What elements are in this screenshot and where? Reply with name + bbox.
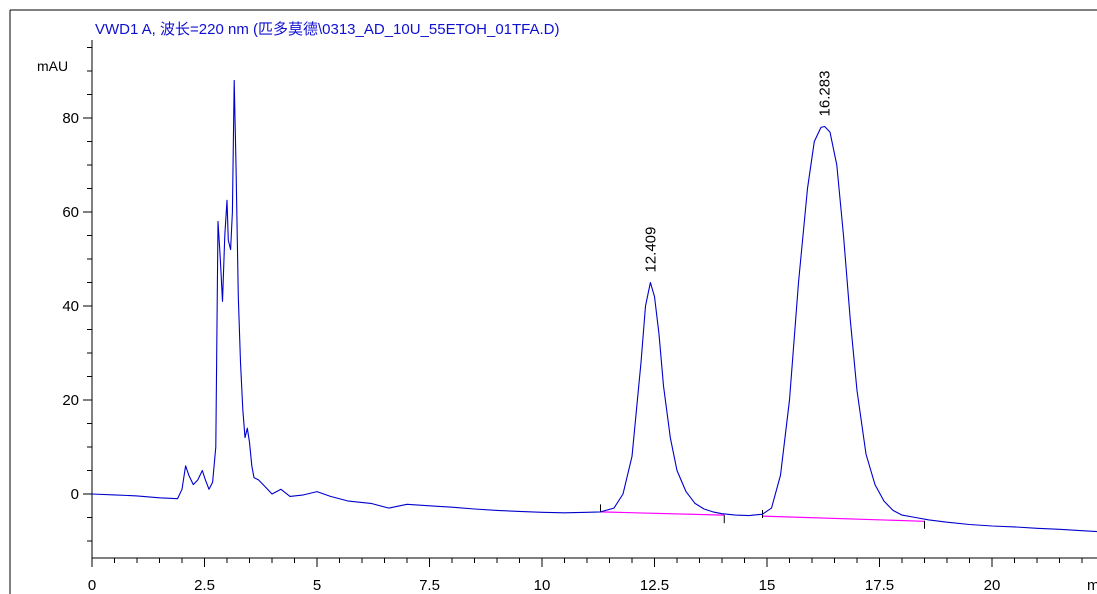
x-tick-label: 17.5 — [865, 577, 894, 594]
y-tick-label: 0 — [71, 486, 79, 503]
x-tick-label: 10 — [534, 577, 551, 594]
x-axis-unit: m — [1087, 577, 1097, 594]
integration-baseline — [762, 515, 925, 522]
integration-baseline — [600, 511, 725, 516]
peak-retention-label: 16.283 — [817, 71, 834, 117]
x-tick-label: 7.5 — [419, 577, 440, 594]
x-tick-label: 5 — [313, 577, 321, 594]
peak-retention-label: 12.409 — [642, 227, 659, 273]
y-axis-unit: mAU — [37, 58, 68, 74]
y-tick-label: 80 — [62, 110, 79, 127]
x-tick-label: 20 — [984, 577, 1001, 594]
y-tick-label: 60 — [62, 204, 79, 221]
y-tick-label: 40 — [62, 298, 79, 315]
chart-title: VWD1 A, 波长=220 nm (匹多莫德\0313_AD_10U_55ET… — [95, 20, 560, 38]
x-tick-label: 12.5 — [640, 577, 669, 594]
x-tick-label: 2.5 — [194, 577, 215, 594]
x-tick-label: 15 — [759, 577, 776, 594]
x-tick-label: 0 — [88, 577, 96, 594]
y-tick-label: 20 — [62, 392, 79, 409]
plot-area: 12.409 16.283 — [91, 71, 1097, 533]
axis-ticks: 0 2.5 5 7.5 10 12.5 15 17.5 20 0 20 40 60 80 — [62, 47, 1083, 594]
signal-trace — [91, 79, 1097, 533]
